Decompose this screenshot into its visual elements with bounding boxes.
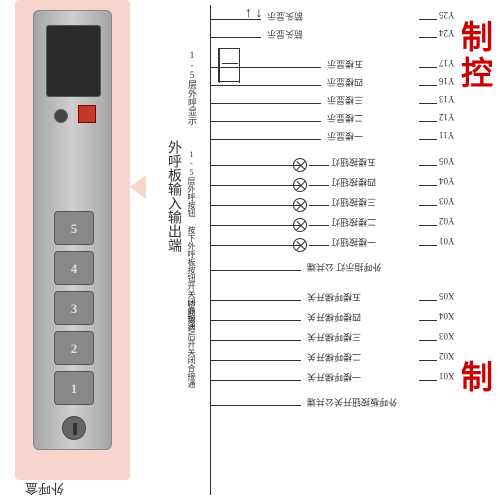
pin-label: X03 — [439, 331, 455, 341]
pin-label: Y24 — [439, 28, 455, 38]
pin-label: Y16 — [439, 76, 455, 86]
pin-label: Y17 — [439, 58, 455, 68]
row-label: 四楼呼梯开关 — [307, 311, 361, 324]
wiring-row: 五楼呼梯开关 X05 — [211, 290, 490, 310]
wiring-row: 四楼呼梯开关 X04 — [211, 310, 490, 330]
wiring-row: 外呼指示灯 公共端 — [211, 260, 490, 280]
row-label: 三楼呼梯开关 — [307, 331, 361, 344]
row-label: 三楼显示 — [327, 94, 363, 107]
pin-label: Y05 — [439, 156, 455, 166]
floor-button-3[interactable]: 3 — [54, 291, 94, 325]
pin-label: Y02 — [439, 216, 455, 226]
row-label: 四楼按钮灯 — [331, 176, 376, 189]
wiring-row: 三楼呼梯开关 X03 — [211, 330, 490, 350]
row-label: 四楼显示 — [327, 76, 363, 89]
row-label: 三楼按钮灯 — [331, 196, 376, 209]
row-label: 五楼显示 — [327, 58, 363, 71]
row-label: 五楼按钮灯 — [331, 156, 376, 169]
row-label: 外呼指示灯 公共端 — [307, 261, 381, 274]
wiring-row: 一楼按钮灯 Y01 — [211, 235, 490, 255]
wiring-row: 二楼显示 Y12 — [211, 111, 490, 131]
pin-label: Y12 — [439, 112, 455, 122]
pin-label: X05 — [439, 291, 455, 301]
pin-label: Y01 — [439, 236, 455, 246]
wiring-row: 一楼显示 Y11 — [211, 129, 490, 149]
pin-label: Y25 — [439, 10, 455, 20]
wiring-row: 一楼呼梯开关 X01 — [211, 370, 490, 390]
lamp-symbol-icon — [293, 218, 307, 232]
elevator-panel: 1 2 3 4 5 — [15, 0, 130, 480]
floor-button-1[interactable]: 1 — [54, 371, 94, 405]
pin-label: Y13 — [439, 94, 455, 104]
row-label: 二楼按钮灯 — [331, 216, 376, 229]
group-label-upper: 1-5层外呼显示 — [186, 50, 199, 125]
wiring-row: 二楼按钮灯 Y02 — [211, 215, 490, 235]
lamp-symbol-icon — [293, 198, 307, 212]
row-label: 二楼呼梯开关 — [307, 351, 361, 364]
row-label: 箭头显示 — [267, 10, 303, 23]
panel-label: 外呼盒 — [25, 480, 64, 499]
row-label: 外呼板按钮开关公共端 — [307, 396, 397, 409]
floor-button-4[interactable]: 4 — [54, 251, 94, 285]
floor-button-2[interactable]: 2 — [54, 331, 94, 365]
wiring-row: 箭头显示 Y25 — [211, 9, 490, 29]
io-vertical-label: 外呼板输入输出端 — [163, 140, 183, 252]
row-label: 一楼按钮灯 — [331, 236, 376, 249]
lamp-symbol-icon — [293, 238, 307, 252]
group-label-lower: 轿厢到达后开关闭合接通 — [186, 300, 197, 388]
callout-arrow-icon — [130, 175, 146, 199]
wiring-row: 三楼显示 Y13 — [211, 93, 490, 113]
alarm-button[interactable] — [78, 105, 96, 123]
row-label: 二楼显示 — [327, 112, 363, 125]
wiring-row: 五楼显示 Y17 — [211, 57, 490, 77]
row-label: 五楼呼梯开关 — [307, 291, 361, 304]
wiring-diagram: 箭头显示 Y25 箭头显示 Y24 五楼显示 Y17 四楼显示 Y16 三楼显示 Y13 二楼显示 Y… — [210, 5, 490, 495]
wiring-row: 三楼按钮灯 Y03 — [211, 195, 490, 215]
pin-label: Y11 — [439, 130, 454, 140]
pin-label: Y04 — [439, 176, 455, 186]
wiring-row: 四楼显示 Y16 — [211, 75, 490, 95]
floor-button-5[interactable]: 5 — [54, 211, 94, 245]
wiring-row: 五楼按钮灯 Y05 — [211, 155, 490, 175]
panel-screen — [46, 25, 101, 97]
wiring-row: 箭头显示 Y24 — [211, 27, 490, 47]
speaker-icon — [54, 109, 68, 123]
wiring-row: 四楼按钮灯 Y04 — [211, 175, 490, 195]
lamp-symbol-icon — [293, 178, 307, 192]
pin-label: X01 — [439, 371, 455, 381]
key-switch-icon[interactable] — [62, 416, 86, 440]
wiring-row: 二楼呼梯开关 X02 — [211, 350, 490, 370]
pin-label: X02 — [439, 351, 455, 361]
pin-label: X04 — [439, 311, 455, 321]
pin-label: Y03 — [439, 196, 455, 206]
row-label: 一楼呼梯开关 — [307, 371, 361, 384]
row-label: 一楼显示 — [327, 130, 363, 143]
wiring-row: 外呼板按钮开关公共端 — [211, 395, 490, 415]
lamp-symbol-icon — [293, 158, 307, 172]
row-label: 箭头显示 — [267, 28, 303, 41]
panel-inner: 1 2 3 4 5 — [33, 10, 112, 450]
